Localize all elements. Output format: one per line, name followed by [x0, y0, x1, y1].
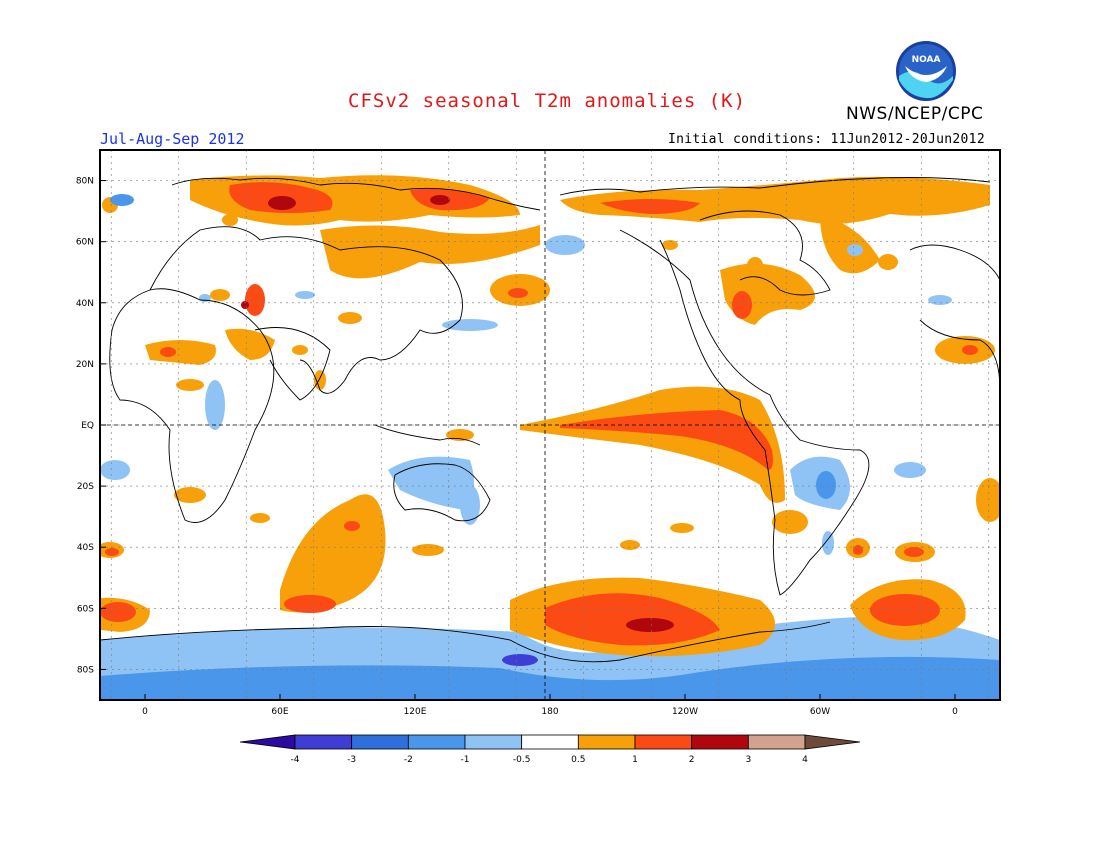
colorbar-label: 1: [632, 755, 638, 765]
lat-label: 20S: [77, 482, 94, 492]
colorbar-label: -2: [404, 755, 413, 765]
antarctic-cool-core: [100, 656, 1000, 700]
lat-label: 80S: [77, 665, 94, 675]
colorbar-label: 3: [745, 755, 751, 765]
lat-label: EQ: [81, 421, 94, 431]
colorbar-label: -0.5: [513, 755, 531, 765]
lon-label: 120E: [404, 707, 427, 717]
lat-label: 40N: [76, 299, 94, 309]
map-grid: [100, 150, 1000, 700]
lon-label: 60E: [271, 707, 288, 717]
eurasia-interior-warm: [320, 225, 540, 279]
noaa-logo-icon: NOAA: [896, 41, 956, 101]
colorbar-box: [351, 734, 409, 750]
colorbar-label: -1: [461, 755, 470, 765]
colorbar-box: [691, 734, 749, 750]
lon-label: 0: [952, 707, 958, 717]
lat-label: 60S: [77, 604, 94, 614]
lat-label: 60N: [76, 238, 94, 248]
colorbar-label: 4: [802, 755, 808, 765]
chart-title: CFSv2 seasonal T2m anomalies (K): [348, 90, 747, 112]
colorbar-low-arrow: [239, 734, 296, 750]
season-label: Jul-Aug-Sep 2012: [100, 130, 245, 148]
colorbar-box: [747, 734, 806, 750]
lat-label: 20N: [76, 360, 94, 370]
longitude-axis: 0 60E 120E 180 120W 60W 0: [142, 694, 958, 717]
logo-text: NOAA: [912, 55, 941, 65]
lon-label: 60W: [810, 707, 830, 717]
initial-conditions-label: Initial conditions: 11Jun2012-20Jun2012: [668, 132, 985, 147]
lon-label: 0: [142, 707, 148, 717]
australia-cool: [388, 456, 474, 510]
coastlines: [100, 177, 1000, 663]
lat-label: 80N: [76, 177, 94, 187]
colorbar-label: 2: [689, 755, 695, 765]
north-africa-warm: [145, 340, 216, 365]
colorbar-high-arrow: [804, 734, 861, 750]
colorbar-box: [407, 734, 466, 750]
colorbar-box: [577, 734, 636, 750]
colorbar-label: 0.5: [571, 755, 585, 765]
lon-label: 120W: [672, 707, 698, 717]
agency-label: NWS/NCEP/CPC: [846, 104, 984, 124]
lon-label: 180: [541, 707, 558, 717]
colorbar-box: [521, 734, 579, 750]
latitude-axis: 80N 60N 40N 20N EQ 20S 40S 60S 80S: [76, 177, 106, 675]
colorbar: -4 -3 -2 -1 -0.5 0.5 1 2 3 4: [239, 734, 861, 765]
colorbar-box: [294, 734, 353, 750]
colorbar-box: [634, 734, 693, 750]
colorbar-box: [464, 734, 523, 750]
colorbar-label: -4: [291, 755, 300, 765]
lat-label: 40S: [77, 543, 94, 553]
colorbar-label: -3: [347, 755, 356, 765]
